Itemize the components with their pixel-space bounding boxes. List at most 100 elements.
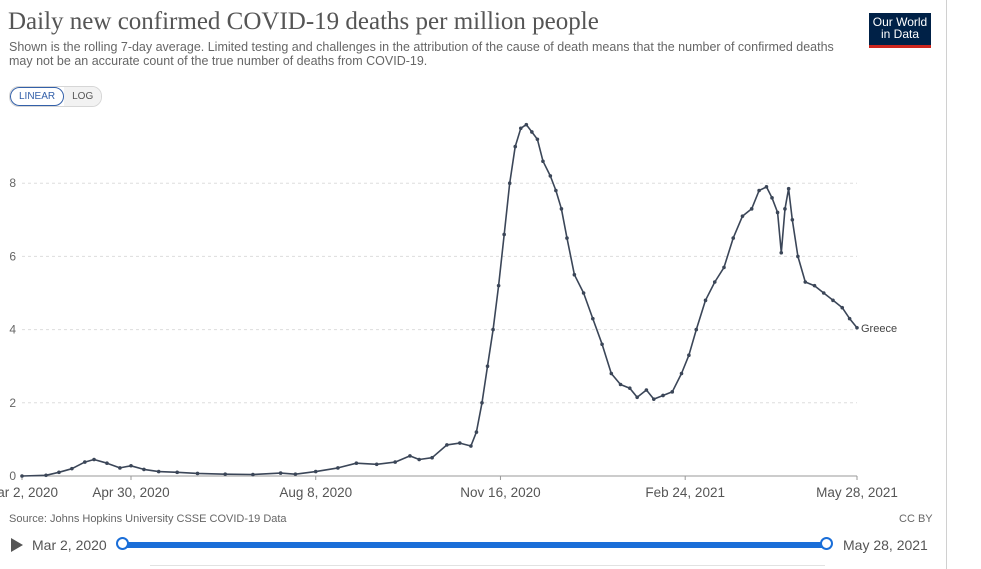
data-point (840, 305, 845, 310)
data-point (812, 283, 817, 288)
data-point (278, 471, 283, 475)
data-point (790, 218, 795, 222)
y-tick-label: 4 (9, 323, 16, 337)
data-point (740, 214, 745, 218)
series-label-greece: Greece (861, 323, 897, 335)
data-point (559, 207, 564, 211)
timeline-start-label: Mar 2, 2020 (32, 537, 107, 553)
data-point (703, 298, 708, 303)
data-point (223, 472, 228, 476)
data-point (679, 371, 684, 376)
data-point (661, 393, 665, 398)
data-point (535, 137, 540, 142)
x-tick-label: Feb 24, 2021 (645, 485, 725, 500)
data-point (749, 207, 754, 211)
x-tick-label: Nov 16, 2020 (460, 485, 540, 500)
data-point (374, 462, 379, 467)
data-point (293, 472, 298, 476)
data-point (491, 327, 495, 332)
data-point (57, 470, 61, 475)
data-point (502, 232, 506, 237)
data-point (581, 291, 586, 295)
divider (150, 565, 825, 566)
y-tick-label: 6 (9, 249, 16, 263)
y-tick-label: 2 (9, 396, 16, 410)
data-point (722, 265, 726, 270)
data-point (572, 272, 577, 277)
data-point (541, 159, 545, 164)
scale-toggle: LINEAR LOG (9, 86, 103, 107)
data-point (600, 342, 604, 347)
chart-title: Daily new confirmed COVID-19 deaths per … (8, 8, 599, 35)
x-tick-label: Mar 2, 2020 (0, 485, 58, 500)
series-line-greece (21, 123, 858, 477)
data-point (336, 466, 340, 470)
linear-scale-button[interactable]: LINEAR (10, 87, 65, 106)
data-point (408, 454, 412, 458)
data-point (417, 457, 421, 462)
data-point (770, 196, 774, 200)
timeline: Mar 2, 2020 May 28, 2021 (0, 533, 946, 557)
data-point (651, 397, 656, 401)
data-point (507, 181, 512, 185)
data-point (105, 461, 109, 465)
data-point (118, 466, 122, 470)
x-tick-label: Apr 30, 2020 (92, 485, 169, 500)
data-point (195, 471, 200, 476)
data-point (524, 122, 529, 127)
data-point (445, 443, 449, 447)
data-point (670, 390, 675, 394)
log-scale-button[interactable]: LOG (64, 87, 102, 106)
timeline-start-handle[interactable] (116, 537, 129, 550)
data-point (251, 472, 255, 477)
data-point (513, 144, 518, 149)
data-point (92, 457, 96, 462)
data-point (474, 430, 479, 434)
play-icon[interactable] (11, 538, 23, 552)
y-tick-label: 0 (9, 469, 16, 483)
chart-subtitle: Shown is the rolling 7-day average. Limi… (9, 40, 834, 68)
data-point (775, 210, 780, 215)
logo-line-2: in Data (880, 27, 920, 41)
data-point (175, 470, 179, 475)
data-point (731, 236, 736, 240)
data-point (712, 280, 717, 284)
data-point (530, 130, 534, 134)
data-point (485, 364, 490, 368)
data-point (313, 469, 318, 474)
data-point (469, 444, 473, 448)
data-point (609, 371, 614, 376)
data-point (480, 401, 484, 405)
data-point (518, 126, 523, 131)
data-point (83, 460, 87, 464)
data-point (44, 473, 48, 478)
data-point (458, 441, 462, 445)
data-point (627, 386, 632, 390)
data-point (847, 316, 852, 321)
data-point (796, 254, 800, 259)
x-tick-label: Aug 8, 2020 (279, 485, 352, 500)
data-point (565, 236, 569, 240)
license-link[interactable]: CC BY (899, 513, 933, 525)
data-point (20, 474, 24, 478)
x-tick-label: May 28, 2021 (816, 485, 898, 500)
data-point (496, 283, 501, 288)
timeline-end-label: May 28, 2021 (843, 537, 928, 553)
data-point (591, 316, 595, 321)
line-chart: 0 2 4 6 8 Mar 2, 2020 Apr 30, 2020 Aug 8, 2020 N… (0, 122, 898, 500)
source-note[interactable]: Source: Johns Hopkins University CSSE CO… (9, 513, 287, 525)
data-point (821, 291, 826, 295)
chart-frame (946, 0, 947, 569)
owid-logo[interactable]: Our World in Data (869, 13, 931, 48)
data-point (786, 186, 791, 191)
timeline-track[interactable] (122, 542, 828, 548)
data-point (129, 463, 133, 468)
data-point (70, 466, 74, 471)
data-point (142, 467, 146, 472)
data-point (783, 207, 787, 211)
logo-line-1: Our World (872, 15, 928, 29)
data-point (803, 280, 808, 284)
y-tick-label: 8 (9, 176, 16, 190)
data-point (430, 455, 434, 460)
timeline-end-handle[interactable] (820, 537, 833, 550)
